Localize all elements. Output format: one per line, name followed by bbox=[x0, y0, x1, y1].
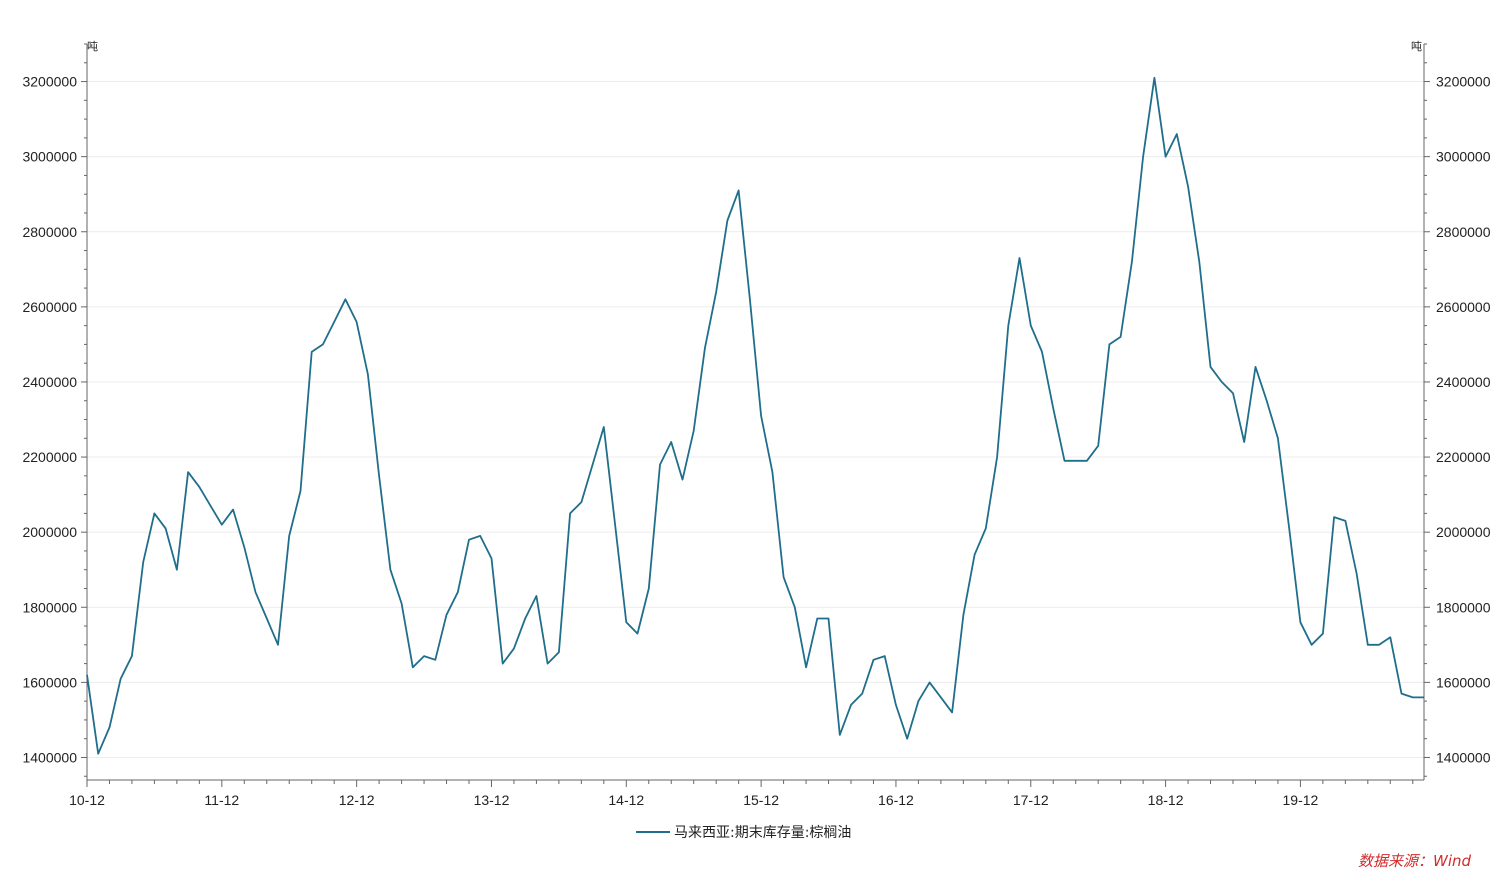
x-tick-label: 19-12 bbox=[1283, 792, 1319, 808]
y-tick-label-right: 1800000 bbox=[1436, 599, 1491, 615]
y-tick-label-left: 1400000 bbox=[22, 749, 77, 765]
y-tick-label-left: 1800000 bbox=[22, 599, 77, 615]
y-tick-label-left: 2000000 bbox=[22, 524, 77, 540]
left-axis-unit: 吨 bbox=[87, 40, 98, 53]
series bbox=[86, 76, 1424, 755]
x-tick-label: 11-12 bbox=[204, 792, 239, 808]
legend-label: 马来西亚:期末库存量:棕榈油 bbox=[674, 825, 852, 841]
y-ticks: 1400000 1400000 1600000 1600000 1800000 18000… bbox=[22, 43, 1491, 777]
x-tick-label: 15-12 bbox=[743, 792, 779, 808]
x-tick-label: 10-12 bbox=[69, 792, 105, 808]
y-tick-label-left: 1600000 bbox=[22, 674, 77, 690]
y-tick-label-left: 3000000 bbox=[22, 149, 77, 165]
y-tick-label-left: 2400000 bbox=[22, 374, 77, 390]
y-tick-label-left: 2600000 bbox=[22, 299, 77, 315]
y-tick-label-right: 2200000 bbox=[1436, 449, 1491, 465]
gridlines bbox=[87, 81, 1424, 758]
x-ticks: 10-12 11-12 12-12 13-12 14-12 15-12 16-12 17-12… bbox=[69, 780, 1414, 808]
y-tick-label-right: 2000000 bbox=[1436, 524, 1491, 540]
legend-swatch bbox=[636, 831, 670, 833]
y-tick-label-left: 3200000 bbox=[22, 74, 77, 90]
y-tick-label-right: 3200000 bbox=[1436, 74, 1491, 90]
y-tick-label-left: 2800000 bbox=[22, 224, 77, 240]
right-axis-unit: 吨 bbox=[1411, 40, 1422, 53]
source-note: 数据来源：Wind bbox=[1358, 852, 1472, 870]
axes bbox=[86, 44, 1425, 781]
y-tick-label-right: 2600000 bbox=[1436, 299, 1491, 315]
y-tick-label-right: 3000000 bbox=[1436, 149, 1491, 165]
y-tick-label-left: 2200000 bbox=[22, 449, 77, 465]
x-tick-label: 16-12 bbox=[878, 792, 914, 808]
x-tick-label: 13-12 bbox=[474, 792, 510, 808]
y-tick-label-right: 1600000 bbox=[1436, 674, 1491, 690]
x-tick-label: 12-12 bbox=[339, 792, 375, 808]
x-tick-label: 17-12 bbox=[1013, 792, 1049, 808]
y-tick-label-right: 2800000 bbox=[1436, 224, 1491, 240]
series-line bbox=[86, 76, 1424, 755]
y-tick-label-right: 2400000 bbox=[1436, 374, 1491, 390]
legend: 马来西亚:期末库存量:棕榈油 bbox=[636, 822, 851, 842]
x-tick-label: 18-12 bbox=[1148, 792, 1184, 808]
y-tick-label-right: 1400000 bbox=[1436, 749, 1491, 765]
x-tick-label: 14-12 bbox=[608, 792, 644, 808]
